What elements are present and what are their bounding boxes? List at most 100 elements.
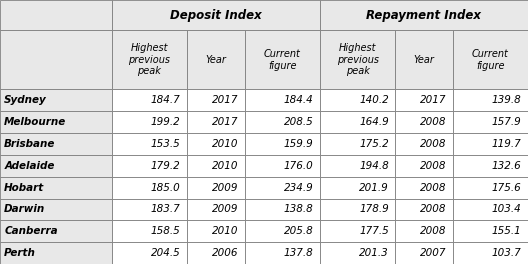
Bar bbox=[320, 155, 395, 177]
Text: 103.7: 103.7 bbox=[492, 248, 522, 258]
Bar bbox=[112, 155, 187, 177]
Text: 153.5: 153.5 bbox=[151, 139, 181, 149]
Bar bbox=[187, 111, 244, 133]
Bar bbox=[187, 30, 244, 89]
Text: 155.1: 155.1 bbox=[492, 226, 522, 236]
Text: 139.8: 139.8 bbox=[492, 95, 522, 105]
Text: 199.2: 199.2 bbox=[151, 117, 181, 127]
Text: 164.9: 164.9 bbox=[359, 117, 389, 127]
Bar bbox=[0, 242, 112, 264]
Bar bbox=[452, 220, 528, 242]
Bar bbox=[112, 133, 187, 155]
Text: Year: Year bbox=[205, 55, 226, 65]
Bar bbox=[187, 155, 244, 177]
Bar bbox=[0, 220, 112, 242]
Bar bbox=[395, 177, 452, 199]
Bar bbox=[320, 30, 395, 89]
Bar bbox=[395, 89, 452, 111]
Bar bbox=[244, 242, 320, 264]
Text: 2009: 2009 bbox=[212, 183, 238, 193]
Bar bbox=[0, 30, 112, 89]
Bar bbox=[452, 155, 528, 177]
Text: 137.8: 137.8 bbox=[284, 248, 314, 258]
Text: 2008: 2008 bbox=[420, 183, 446, 193]
Bar bbox=[112, 30, 187, 89]
Text: 201.3: 201.3 bbox=[359, 248, 389, 258]
Bar bbox=[452, 177, 528, 199]
Text: 205.8: 205.8 bbox=[284, 226, 314, 236]
Bar bbox=[395, 133, 452, 155]
Text: 204.5: 204.5 bbox=[151, 248, 181, 258]
Bar bbox=[244, 220, 320, 242]
Text: Canberra: Canberra bbox=[4, 226, 58, 236]
Text: Darwin: Darwin bbox=[4, 204, 45, 214]
Text: 2006: 2006 bbox=[212, 248, 238, 258]
Bar bbox=[244, 133, 320, 155]
Text: Highest
previous
peak: Highest previous peak bbox=[336, 43, 379, 76]
Bar bbox=[0, 133, 112, 155]
Bar bbox=[0, 0, 112, 30]
Bar bbox=[452, 199, 528, 220]
Text: 138.8: 138.8 bbox=[284, 204, 314, 214]
Text: 178.9: 178.9 bbox=[359, 204, 389, 214]
Text: 183.7: 183.7 bbox=[151, 204, 181, 214]
Text: Hobart: Hobart bbox=[4, 183, 44, 193]
Bar bbox=[320, 199, 395, 220]
Bar bbox=[187, 133, 244, 155]
Text: Deposit Index: Deposit Index bbox=[170, 9, 262, 22]
Text: 157.9: 157.9 bbox=[492, 117, 522, 127]
Text: 2008: 2008 bbox=[420, 117, 446, 127]
Bar bbox=[320, 242, 395, 264]
Text: 119.7: 119.7 bbox=[492, 139, 522, 149]
Text: 185.0: 185.0 bbox=[151, 183, 181, 193]
Bar bbox=[452, 111, 528, 133]
Text: Sydney: Sydney bbox=[4, 95, 47, 105]
Bar bbox=[0, 111, 112, 133]
Bar bbox=[187, 199, 244, 220]
Bar bbox=[395, 111, 452, 133]
Bar bbox=[452, 89, 528, 111]
Bar bbox=[244, 111, 320, 133]
Text: 179.2: 179.2 bbox=[151, 161, 181, 171]
Text: Current
figure: Current figure bbox=[472, 49, 509, 71]
Text: Highest
previous
peak: Highest previous peak bbox=[128, 43, 171, 76]
Text: 194.8: 194.8 bbox=[359, 161, 389, 171]
Text: 201.9: 201.9 bbox=[359, 183, 389, 193]
Bar bbox=[320, 133, 395, 155]
Text: 2017: 2017 bbox=[212, 117, 238, 127]
Text: 2008: 2008 bbox=[420, 204, 446, 214]
Bar bbox=[395, 30, 452, 89]
Text: 2009: 2009 bbox=[212, 204, 238, 214]
Bar bbox=[395, 155, 452, 177]
Bar bbox=[112, 177, 187, 199]
Text: 2008: 2008 bbox=[420, 161, 446, 171]
Text: 176.0: 176.0 bbox=[284, 161, 314, 171]
Bar bbox=[187, 89, 244, 111]
Text: 103.4: 103.4 bbox=[492, 204, 522, 214]
Text: 2007: 2007 bbox=[420, 248, 446, 258]
Bar bbox=[112, 220, 187, 242]
Bar bbox=[112, 199, 187, 220]
Bar bbox=[452, 30, 528, 89]
Text: Perth: Perth bbox=[4, 248, 36, 258]
Text: Repayment Index: Repayment Index bbox=[366, 9, 482, 22]
Bar bbox=[320, 111, 395, 133]
Bar bbox=[320, 177, 395, 199]
Bar bbox=[452, 133, 528, 155]
Bar bbox=[112, 89, 187, 111]
Bar bbox=[187, 220, 244, 242]
Bar bbox=[112, 111, 187, 133]
Text: 175.2: 175.2 bbox=[359, 139, 389, 149]
Bar bbox=[244, 155, 320, 177]
Text: 2010: 2010 bbox=[212, 226, 238, 236]
Bar bbox=[244, 30, 320, 89]
Bar bbox=[395, 242, 452, 264]
Text: 159.9: 159.9 bbox=[284, 139, 314, 149]
Bar bbox=[0, 177, 112, 199]
Text: Current
figure: Current figure bbox=[264, 49, 300, 71]
Text: 2017: 2017 bbox=[212, 95, 238, 105]
Text: 158.5: 158.5 bbox=[151, 226, 181, 236]
Bar bbox=[244, 89, 320, 111]
Text: Melbourne: Melbourne bbox=[4, 117, 67, 127]
Text: 177.5: 177.5 bbox=[359, 226, 389, 236]
